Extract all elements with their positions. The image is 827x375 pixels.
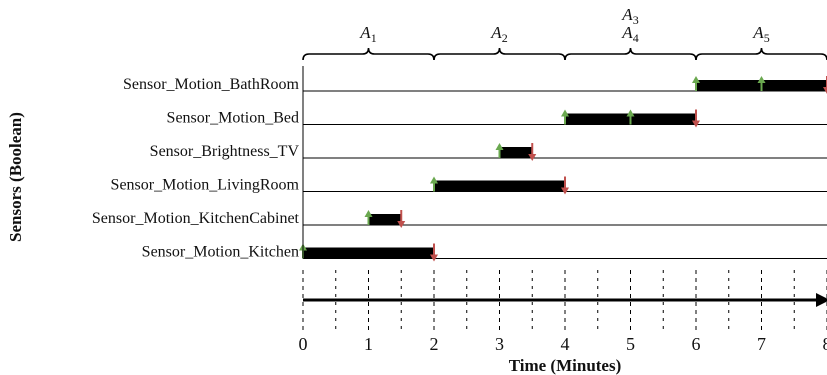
x-tick-label: 8: [823, 334, 827, 354]
on-interval-bar: [434, 180, 565, 192]
rising-edge-arrow: [561, 109, 569, 125]
activity-label: A1: [359, 23, 376, 45]
sensor-label: Sensor_Brightness_TV: [150, 143, 300, 160]
rising-edge-arrow: [495, 143, 504, 158]
activity-label: A3: [621, 5, 638, 27]
x-tick-label: 1: [364, 334, 373, 354]
falling-edge-arrow: [823, 76, 827, 94]
rising-edge-arrow: [626, 109, 635, 125]
on-interval-bar: [499, 147, 533, 158]
falling-edge-arrow: [692, 109, 700, 128]
sensor-label: Sensor_Motion_LivingRoom: [111, 177, 300, 194]
falling-edge-arrow: [397, 210, 406, 228]
rising-edge-arrow: [757, 76, 766, 91]
rising-edge-arrow: [364, 210, 373, 225]
activity-braces: [302, 47, 827, 61]
time-axis: 0 1 2 3 4 5 6 7 8: [299, 270, 827, 354]
time-axis-arrowhead: [816, 293, 827, 307]
x-tick-label: 2: [430, 334, 439, 354]
sensor-row: Sensor_Motion_KitchenCabinet: [92, 210, 827, 228]
x-tick-label: 5: [626, 334, 635, 354]
activity-label: A2: [490, 23, 507, 45]
activity-brace: [302, 47, 435, 61]
x-tick-label: 0: [299, 334, 308, 354]
x-tick-label: 3: [495, 334, 504, 354]
sensor-label: Sensor_Motion_Bed: [167, 110, 299, 127]
activity-brace: [433, 47, 566, 61]
sensor-row: Sensor_Brightness_TV: [150, 143, 827, 161]
sensor-row: Sensor_Motion_Kitchen: [142, 243, 827, 262]
on-interval-bar: [303, 247, 434, 259]
falling-edge-arrow: [528, 143, 537, 161]
x-axis-label: Time (Minutes): [509, 356, 622, 375]
falling-edge-arrow: [561, 176, 569, 195]
y-axis-label: Sensors (Boolean): [6, 112, 25, 242]
x-tick-label: 6: [692, 334, 701, 354]
sensor-label: Sensor_Motion_Kitchen: [142, 244, 299, 261]
activity-brace: [695, 47, 827, 61]
sensor-rows: Sensor_Motion_BathRoom Sensor_Motion_Bed S…: [92, 76, 827, 262]
activity-label: A4: [621, 23, 638, 45]
sensor-row: Sensor_Motion_Bed: [167, 109, 827, 128]
activity-label: A5: [752, 23, 769, 45]
falling-edge-arrow: [430, 243, 438, 262]
on-interval-bar: [368, 214, 402, 225]
sensor-label: Sensor_Motion_BathRoom: [123, 76, 300, 93]
sensor-row: Sensor_Motion_BathRoom: [123, 76, 827, 94]
rising-edge-arrow: [692, 76, 700, 91]
x-tick-label: 4: [561, 334, 570, 354]
sensor-label: Sensor_Motion_KitchenCabinet: [92, 210, 300, 227]
activity-brace: [564, 47, 697, 61]
sensor-row: Sensor_Motion_LivingRoom: [111, 176, 827, 195]
rising-edge-arrow: [430, 176, 438, 192]
x-tick-label: 7: [757, 334, 766, 354]
